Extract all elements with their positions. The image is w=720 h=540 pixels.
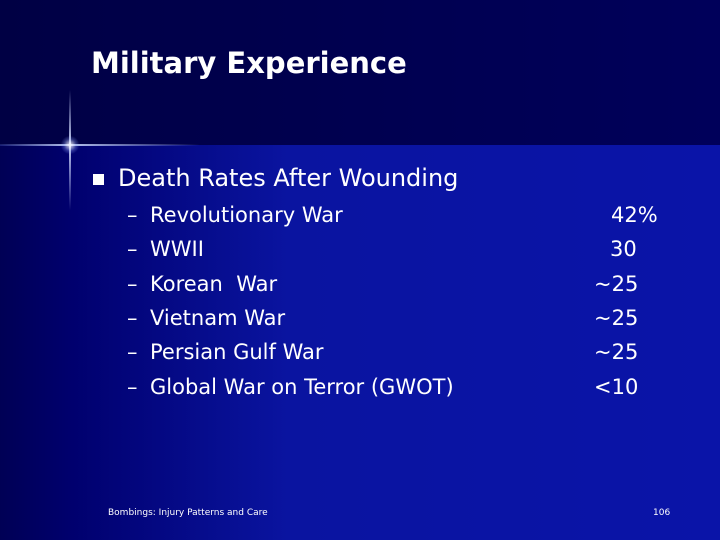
item-label: Global War on Terror (GWOT) [150,375,454,399]
item-value: ~25 [594,306,639,330]
header-band [0,0,720,145]
item-label: Korean War [150,272,278,296]
slide-title: Military Experience [91,46,407,80]
dash-bullet-icon: – [127,375,138,399]
list-item: – Global War on Terror (GWOT) <10 [127,370,667,404]
item-value: 42% [611,203,658,227]
list-item: – Korean War ~25 [127,267,667,301]
dash-bullet-icon: – [127,306,138,330]
item-value: ~25 [594,340,639,364]
list-item: – Revolutionary War 42% [127,198,667,232]
list-item: – Persian Gulf War ~25 [127,335,667,369]
list-item: – WWII 30 [127,232,667,266]
item-label: Vietnam War [150,306,286,330]
list-item: – Vietnam War ~25 [127,301,667,335]
dash-bullet-icon: – [127,340,138,364]
dash-bullet-icon: – [127,203,138,227]
page-number: 106 [653,508,671,518]
item-value: ~25 [594,272,639,296]
item-label: Persian Gulf War [150,340,324,364]
bullet-heading: Death Rates After Wounding [118,164,459,192]
dash-bullet-icon: – [127,237,138,261]
item-label: WWII [150,237,204,261]
light-flare-icon [60,136,80,154]
footer-text: Bombings: Injury Patterns and Care [108,508,268,518]
square-bullet-icon [93,174,104,185]
dash-bullet-icon: – [127,272,138,296]
item-label: Revolutionary War [150,203,343,227]
item-value: 30 [610,237,637,261]
light-flare-horizontal [0,144,200,146]
item-value: <10 [594,375,639,399]
